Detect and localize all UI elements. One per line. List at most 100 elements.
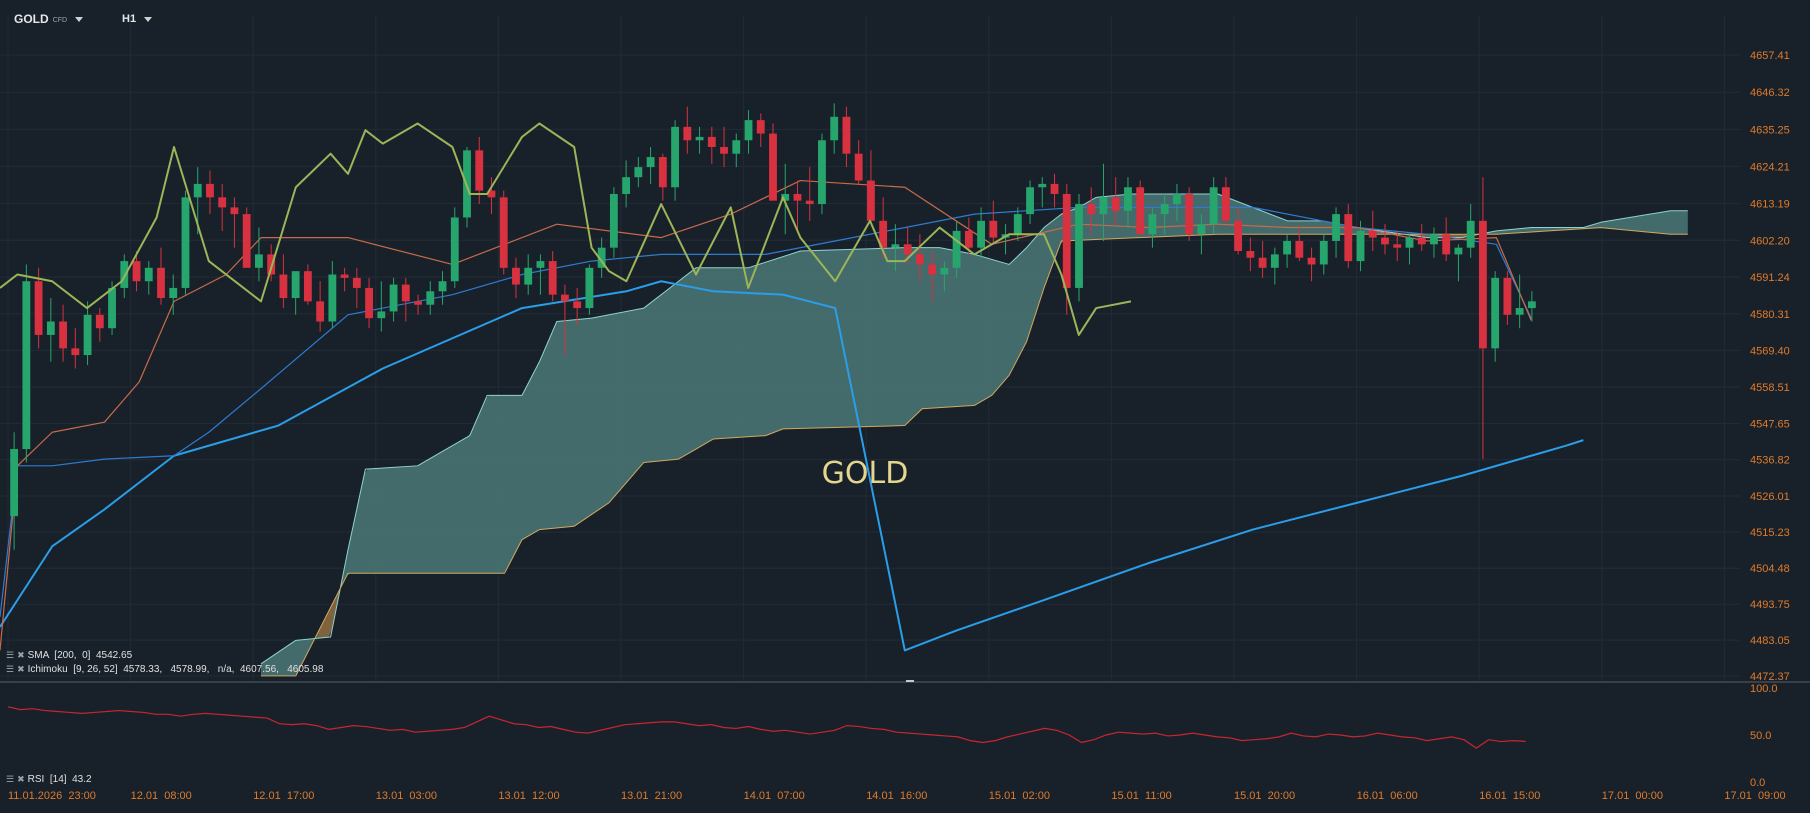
candle-body (46, 321, 55, 335)
ichimoku-legend[interactable]: ☰ ✖ Ichimoku [9, 26, 52] 4578.33, 4578.9… (6, 664, 323, 675)
candle-body (1136, 187, 1145, 235)
candle-body (1197, 224, 1206, 235)
candle-body (854, 153, 863, 181)
price-axis-label: 4526.01 (1750, 491, 1790, 503)
candle-body (756, 120, 765, 134)
candle-body (206, 183, 214, 198)
price-axis-label: 4613.19 (1750, 198, 1790, 210)
candle-body (389, 284, 398, 312)
time-axis-label: 16.01 15:00 (1479, 790, 1540, 802)
candle-body (842, 116, 851, 154)
candle-body (793, 193, 802, 201)
candle-body (658, 157, 667, 188)
candle-body (1283, 240, 1291, 255)
candle-body (328, 274, 337, 322)
cloud-bear-area (318, 574, 344, 639)
time-axis-label: 15.01 20:00 (1234, 790, 1295, 802)
candle-body (83, 314, 92, 356)
rsi-pane: 100.0 50.0 0.0 (7, 683, 1778, 789)
candle-body (1442, 234, 1451, 255)
candle-body (1185, 193, 1194, 235)
candle-body (1270, 254, 1279, 268)
time-axis-label: 17.01 09:00 (1724, 790, 1785, 802)
candle-body (1454, 247, 1463, 255)
rsi-legend[interactable]: ☰ ✖ RSI [14] 43.2 (6, 774, 92, 785)
time-axis[interactable]: 11.01.2026 23:00 12.01 08:00 12.01 17:00 13… (8, 790, 1786, 802)
candle-body (267, 254, 276, 275)
candle-body (59, 321, 67, 349)
kijun-sen-line (0, 206, 1532, 617)
close-icon[interactable]: ✖ (17, 664, 25, 674)
candle-body (499, 197, 508, 268)
candle-body (340, 274, 349, 278)
candle-body (1075, 204, 1083, 288)
price-axis[interactable]: 4657.41 4646.32 4635.25 4624.21 4613.19 4602.… (1750, 50, 1790, 683)
candle-body (279, 274, 288, 299)
price-axis-label: 4472.37 (1750, 671, 1790, 683)
price-axis-label: 4646.32 (1750, 87, 1790, 99)
candle-body (928, 264, 937, 275)
price-axis-label: 4547.65 (1750, 418, 1790, 430)
price-axis-label: 4580.31 (1750, 309, 1790, 321)
timeframe-selector[interactable]: H1 (122, 10, 153, 28)
candle-body (695, 136, 704, 141)
cloud-bull-area (261, 632, 319, 676)
candle-body (989, 220, 998, 238)
candle-body (1246, 251, 1255, 258)
candle-body (181, 197, 190, 288)
candle-body (1258, 257, 1267, 268)
candle-body (1234, 220, 1243, 252)
watermark: GOLD (822, 456, 909, 491)
close-icon[interactable]: ✖ (17, 774, 25, 784)
timeframe-label: H1 (122, 13, 137, 25)
candle-body (1381, 237, 1389, 245)
price-axis-label: 4515.23 (1750, 527, 1790, 539)
sma-legend[interactable]: ☰ ✖ SMA [200, 0] 4542.65 (6, 650, 132, 661)
rsi-legend-text: RSI [14] 43.2 (27, 774, 92, 785)
candle-body (879, 220, 888, 248)
candle-body (255, 254, 263, 268)
chevron-down-icon (75, 16, 84, 22)
settings-icon[interactable]: ☰ (6, 650, 15, 660)
candle-body (867, 180, 875, 221)
pane-resize-handle[interactable] (906, 680, 914, 682)
price-axis-label: 4657.41 (1750, 50, 1790, 62)
candle-body (536, 261, 545, 268)
candle-body (1356, 230, 1365, 262)
candle-body (1491, 277, 1500, 349)
candle-body (1111, 197, 1120, 211)
candle-body (1393, 244, 1402, 248)
candle-body (818, 140, 826, 205)
time-axis-label: 15.01 02:00 (989, 790, 1050, 802)
ichimoku-cloud (261, 193, 1688, 676)
candle-body (1344, 214, 1353, 262)
candle-body (732, 140, 741, 154)
rsi-axis-label: 0.0 (1750, 777, 1765, 789)
candle-body (1148, 214, 1157, 235)
price-axis-label: 4558.51 (1750, 382, 1790, 394)
candle-body (1368, 230, 1377, 238)
candle-body (1209, 187, 1218, 225)
candle-body (426, 291, 435, 305)
candle-body (671, 126, 679, 188)
settings-icon[interactable]: ☰ (6, 774, 15, 784)
candle-body (10, 449, 19, 517)
settings-icon[interactable]: ☰ (6, 664, 15, 674)
candle-body (414, 301, 422, 305)
time-axis-label: 11.01.2026 23:00 (8, 790, 96, 802)
candle-body (1307, 257, 1316, 265)
candle-body (438, 281, 447, 292)
candle-body (830, 116, 839, 141)
candle-body (352, 277, 361, 288)
close-icon[interactable]: ✖ (17, 650, 25, 660)
candle-body (316, 301, 325, 322)
candle-body (377, 311, 386, 319)
candle-body (609, 193, 618, 248)
candle-body (365, 287, 373, 319)
price-axis-label: 4602.20 (1750, 235, 1790, 247)
symbol-selector[interactable]: GOLD CFD (14, 10, 84, 28)
candle-body (903, 244, 912, 255)
candle-body (218, 197, 227, 208)
candle-body (22, 281, 31, 450)
